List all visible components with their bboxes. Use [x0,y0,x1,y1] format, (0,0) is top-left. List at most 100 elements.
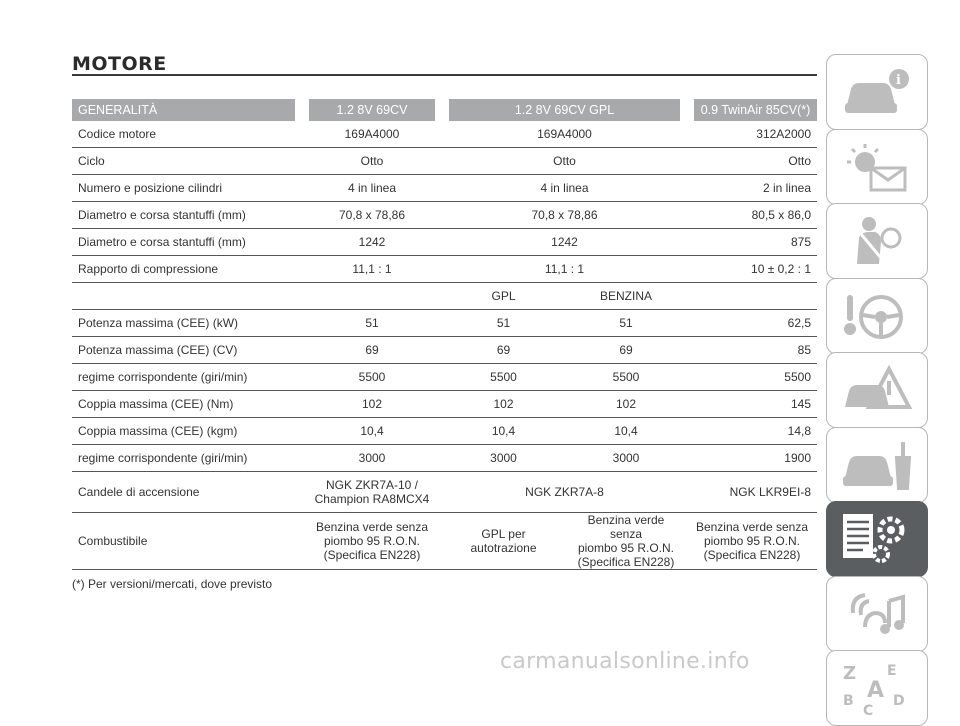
table-cell: 51 [302,309,442,337]
row-label: Potenza massima (CEE) (kW) [72,309,302,337]
table-cell: 5500 [565,363,687,391]
technical-data-icon [843,514,905,563]
tab-safety[interactable] [826,203,928,279]
table-row: Numero e posizione cilindri 4 in linea 4… [72,174,817,202]
multimedia-icon [850,592,905,634]
fuel-row: Combustibile Benzina verde senza piombo 9… [72,512,817,570]
engine-spec-table: GENERALITÀ 1.2 8V 69CV 1.2 8V 69CV GPL 0… [72,99,817,570]
table-cell: 70,8 x 78,86 [302,201,442,229]
table-cell: 2 in linea [687,174,817,202]
row-label: Potenza massima (CEE) (CV) [72,336,302,364]
tab-dashboard-lights[interactable] [826,128,928,205]
title-divider [72,74,817,76]
row-label: regime corrispondente (giri/min) [72,444,302,472]
table-cell: 11,1 : 1 [442,255,687,283]
tab-warning[interactable] [826,352,928,428]
table-row: Coppia massima (CEE) (kgm) 10,4 10,4 10,… [72,417,817,445]
cell-line: NGK ZKR7A-10 / [325,478,419,492]
table-row: Coppia massima (CEE) (Nm) 102 102 102 14… [72,390,817,418]
table-cell: 4 in linea [302,174,442,202]
safety-seatbelt-icon [857,217,902,264]
tab-steering[interactable] [826,277,928,354]
row-label: Diametro e corsa stantuffi (mm) [72,201,302,229]
cell-line: (Specifica EN228) [323,548,421,562]
header-1-2-69cv-gpl: 1.2 8V 69CV GPL [442,99,694,121]
svg-text:A: A [867,678,884,703]
row-label: Diametro e corsa stantuffi (mm) [72,228,302,256]
table-row: Ciclo Otto Otto Otto [72,147,817,175]
table-cell: 102 [442,390,565,418]
table-cell: 69 [442,336,565,364]
table-row: regime corrispondente (giri/min) 5500 55… [72,363,817,391]
cell-line: (Specifica EN228) [703,548,801,562]
table-row: Codice motore 169A4000 169A4000 312A2000 [72,121,817,148]
row-label: regime corrispondente (giri/min) [72,363,302,391]
table-cell: 1242 [442,228,687,256]
table-row: Potenza massima (CEE) (kW) 51 51 51 62,5 [72,309,817,337]
table-cell: 70,8 x 78,86 [442,201,687,229]
table-row: regime corrispondente (giri/min) 3000 30… [72,444,817,472]
table-cell: 169A4000 [442,121,687,148]
table-cell: 1242 [302,228,442,256]
table-cell [687,282,817,310]
svg-text:E: E [887,663,897,679]
car-info-icon: i [845,69,909,113]
table-cell: 102 [302,390,442,418]
row-label: Coppia massima (CEE) (Nm) [72,390,302,418]
table-cell: Benzina verde senza piombo 95 R.O.N. (Spec… [565,512,687,570]
table-cell: 85 [687,336,817,364]
table-row: Diametro e corsa stantuffi (mm) 70,8 x 7… [72,201,817,229]
row-label [72,282,302,310]
tab-multimedia[interactable] [826,575,928,652]
tab-technical-data[interactable] [826,501,928,577]
table-cell: NGK ZKR7A-10 /Champion RA8MCX4 [302,471,442,513]
table-cell: 11,1 : 1 [302,255,442,283]
row-label: Candele di accensione [72,471,302,513]
tab-service[interactable] [826,426,928,503]
cell-line: Benzina verde senza [587,513,665,541]
tab-car-info[interactable]: i [826,54,928,130]
table-row: Potenza massima (CEE) (CV) 69 69 69 85 [72,336,817,364]
table-cell: 4 in linea [442,174,687,202]
table-cell: Otto [687,147,817,175]
table-cell: 3000 [442,444,565,472]
header-generalita: GENERALITÀ [72,99,309,121]
header-twinair: 0.9 TwinAir 85CV(*) [687,99,817,121]
table-cell [302,282,442,310]
cell-line: Benzina verde senza [695,520,809,534]
watermark: carmanualsonline.info [500,649,750,674]
car-warning-icon [845,364,913,409]
table-cell: NGK LKR9EI-8 [687,471,817,513]
table-cell: 5500 [687,363,817,391]
cell-line: Benzina verde senza [315,520,429,534]
table-cell: 3000 [565,444,687,472]
row-label: Codice motore [72,121,302,148]
table-cell: 312A2000 [687,121,817,148]
table-cell: 69 [302,336,442,364]
svg-text:B: B [843,693,854,709]
table-cell: 875 [687,228,817,256]
footnote: (*) Per versioni/mercati, dove previsto [72,577,273,591]
table-cell: 169A4000 [302,121,442,148]
table-cell: Benzina verde senza piombo 95 R.O.N. (Spec… [687,512,817,570]
table-header-row: GENERALITÀ 1.2 8V 69CV 1.2 8V 69CV GPL 0… [72,99,817,121]
table-cell: Benzina verde senza piombo 95 R.O.N. (Spec… [302,512,442,570]
table-cell: 14,8 [687,417,817,445]
svg-text:Z: Z [843,663,856,684]
fuel-gpl-label: GPL [442,282,565,310]
table-cell: NGK ZKR7A-8 [442,471,687,513]
spark-plugs-row: Candele di accensione NGK ZKR7A-10 /Cham… [72,471,817,513]
table-cell: Otto [302,147,442,175]
cell-line: piombo 95 R.O.N. [577,541,675,555]
svg-text:D: D [893,693,905,709]
svg-text:C: C [863,703,873,717]
fuel-benzina-label: BENZINA [565,282,687,310]
table-cell: 51 [565,309,687,337]
row-label: Combustibile [72,512,302,570]
table-cell: 102 [565,390,687,418]
steering-wheel-icon [844,294,903,339]
alphabetical-index-icon: Z E AB D C [843,663,905,717]
row-label: Ciclo [72,147,302,175]
table-cell: 10,4 [565,417,687,445]
